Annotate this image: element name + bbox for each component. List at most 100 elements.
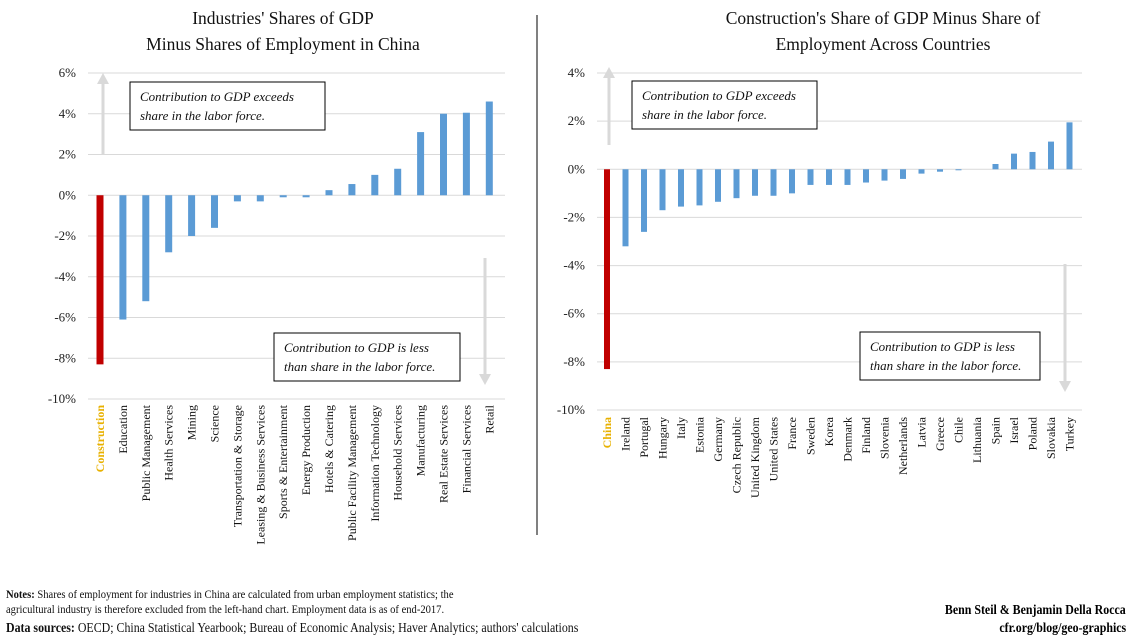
- bar-health-services: [165, 195, 173, 253]
- x-category-label: United Kingdom: [748, 416, 762, 498]
- y-tick-label: 0%: [59, 187, 77, 202]
- annotation-box: [273, 332, 461, 382]
- x-category-label: Latvia: [915, 416, 929, 447]
- annotation-text: share in the labor force.: [642, 107, 767, 122]
- x-category-label: France: [785, 417, 799, 450]
- bar-science: [211, 195, 218, 228]
- arrow-up-head-icon: [603, 67, 615, 78]
- x-category-label: Denmark: [841, 417, 855, 462]
- bar-germany: [715, 169, 721, 202]
- x-category-label: Financial Services: [459, 405, 473, 494]
- y-tick-label: -4%: [54, 269, 76, 284]
- chart-title: Industries' Shares of GDP: [192, 8, 374, 28]
- bar-financial-services: [462, 112, 470, 196]
- x-category-label: Portugal: [637, 416, 651, 457]
- x-category-label: Public Facility Management: [345, 404, 359, 541]
- x-category-label: Spain: [989, 417, 1003, 444]
- y-tick-label: 6%: [59, 65, 77, 80]
- bar-finland: [863, 169, 869, 183]
- bar-construction: [96, 195, 104, 365]
- y-tick-label: 2%: [59, 147, 77, 162]
- bar-hungary: [659, 169, 666, 211]
- bar-latvia: [918, 169, 925, 174]
- x-category-label: Sweden: [804, 417, 818, 455]
- x-category-label: Chile: [952, 417, 966, 443]
- x-category-label: Turkey: [1063, 417, 1077, 451]
- y-tick-label: -4%: [563, 258, 585, 273]
- bar-sports-entertainment: [279, 195, 287, 198]
- annotation-text: Contribution to GDP is less: [870, 339, 1015, 354]
- x-category-label: Estonia: [693, 416, 707, 453]
- x-category-label: Mining: [185, 405, 199, 440]
- authors: Benn Steil & Benjamin Della Rocca: [945, 603, 1126, 618]
- bar-slovakia: [1048, 141, 1054, 170]
- x-category-label: Health Services: [162, 405, 176, 481]
- x-category-label: Manufacturing: [414, 405, 428, 476]
- bar-sweden: [807, 169, 814, 185]
- annotation-box: [129, 81, 326, 131]
- x-category-label: Ireland: [619, 417, 633, 451]
- annotation-box: [631, 80, 818, 130]
- bar-poland: [1029, 151, 1036, 170]
- x-category-label: Real Estate Services: [437, 405, 451, 503]
- x-category-label: Lithuania: [970, 416, 984, 463]
- bar-united-kingdom: [752, 169, 758, 196]
- bar-portugal: [641, 169, 647, 232]
- x-category-label: Slovakia: [1044, 416, 1058, 459]
- x-category-label: Construction: [93, 405, 107, 473]
- chart-title: Minus Shares of Employment in China: [146, 34, 420, 54]
- bar-mining: [188, 195, 196, 236]
- bar-ireland: [622, 169, 629, 247]
- bar-energy-production: [302, 195, 310, 198]
- x-category-label: Transportation & Storage: [230, 405, 244, 527]
- arrow-down-head-icon: [1059, 381, 1071, 392]
- bar-spain: [992, 163, 999, 170]
- x-category-label: Korea: [822, 416, 836, 446]
- bar-greece: [937, 169, 943, 172]
- annotation-text: share in the labor force.: [140, 108, 265, 123]
- x-category-label: Slovenia: [878, 416, 892, 459]
- bar-turkey: [1066, 122, 1073, 170]
- x-category-label: Education: [116, 405, 130, 454]
- bar-czech-republic: [733, 169, 740, 199]
- x-category-label: Sports & Entertainment: [276, 404, 290, 519]
- x-category-label: Finland: [859, 417, 873, 454]
- y-tick-label: 4%: [568, 65, 586, 80]
- annotation-text: than share in the labor force.: [870, 358, 1021, 373]
- x-category-label: Public Management: [139, 404, 153, 501]
- x-category-label: Italy: [674, 417, 688, 439]
- y-tick-label: 0%: [568, 161, 586, 176]
- annotation-text: Contribution to GDP is less: [284, 340, 429, 355]
- data-sources: Data sources: OECD; China Statistical Ye…: [6, 621, 578, 637]
- x-category-label: China: [600, 417, 614, 448]
- chart-title: Construction's Share of GDP Minus Share …: [726, 8, 1041, 28]
- y-tick-label: 4%: [59, 106, 77, 121]
- y-tick-label: 2%: [568, 113, 586, 128]
- bar-china: [604, 169, 610, 370]
- notes-label: Notes:: [6, 587, 35, 601]
- bar-retail: [485, 101, 493, 196]
- bar-israel: [1011, 153, 1017, 170]
- x-category-label: Czech Republic: [730, 417, 744, 493]
- bar-real-estate-services: [440, 113, 447, 196]
- annotation-box: [859, 331, 1041, 381]
- bar-korea: [826, 169, 832, 185]
- x-category-label: United States: [767, 417, 781, 482]
- notes-line1: Shares of employment for industries in C…: [37, 587, 454, 601]
- bar-italy: [678, 169, 684, 207]
- x-category-label: Science: [208, 405, 222, 442]
- x-category-label: Germany: [711, 417, 725, 462]
- bar-public-management: [142, 195, 150, 302]
- sources-label: Data sources:: [6, 621, 75, 636]
- x-category-label: Poland: [1026, 417, 1040, 450]
- y-tick-label: -10%: [48, 391, 76, 406]
- sources-text: OECD; China Statistical Yearbook; Bureau…: [77, 621, 579, 636]
- y-tick-label: -8%: [54, 350, 76, 365]
- bar-united-states: [770, 169, 777, 196]
- x-category-label: Netherlands: [896, 417, 910, 475]
- annotation-text: than share in the labor force.: [284, 359, 435, 374]
- bar-education: [119, 195, 127, 320]
- site-link[interactable]: cfr.org/blog/geo-graphics: [999, 621, 1126, 636]
- bar-information-technology: [371, 174, 379, 196]
- y-tick-label: -10%: [557, 402, 585, 417]
